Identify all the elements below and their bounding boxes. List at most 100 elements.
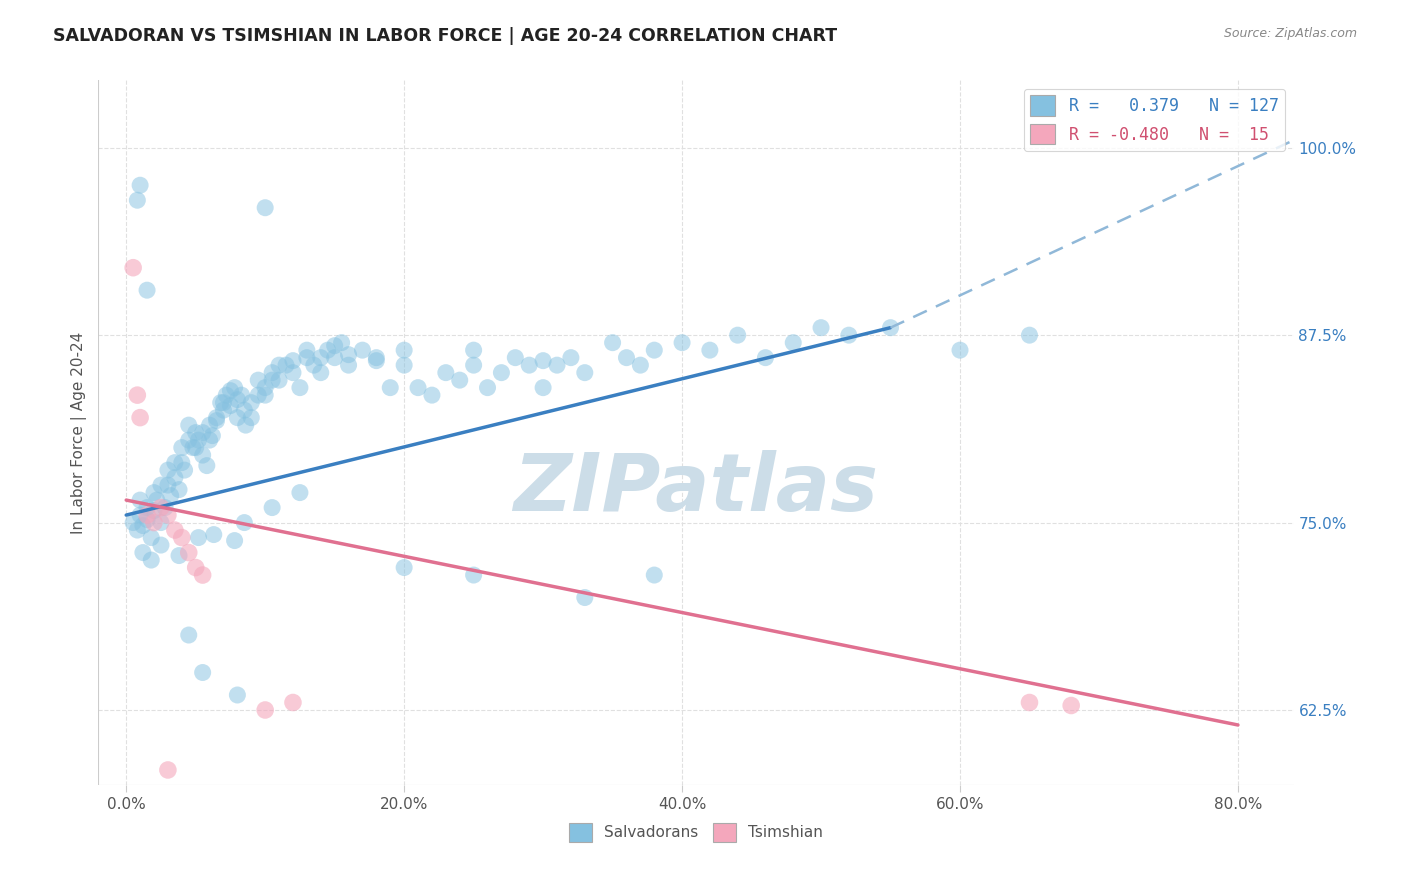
Point bbox=[224, 533, 246, 548]
Point bbox=[127, 193, 149, 207]
Point bbox=[366, 351, 388, 365]
Point bbox=[231, 388, 253, 402]
Point bbox=[330, 335, 353, 350]
Point bbox=[170, 456, 193, 470]
Point bbox=[337, 348, 360, 362]
Point bbox=[184, 441, 207, 455]
Point bbox=[233, 516, 256, 530]
Point bbox=[463, 358, 485, 372]
Point bbox=[156, 478, 179, 492]
Point bbox=[167, 483, 190, 497]
Point bbox=[1018, 696, 1040, 710]
Point bbox=[602, 335, 624, 350]
Point bbox=[531, 353, 554, 368]
Point bbox=[136, 508, 159, 522]
Point bbox=[392, 358, 415, 372]
Point bbox=[288, 485, 311, 500]
Point bbox=[198, 418, 221, 433]
Point bbox=[754, 351, 776, 365]
Point bbox=[209, 395, 232, 409]
Point bbox=[352, 343, 374, 358]
Point bbox=[288, 381, 311, 395]
Point bbox=[170, 531, 193, 545]
Point bbox=[146, 493, 169, 508]
Point bbox=[181, 441, 204, 455]
Point bbox=[323, 339, 346, 353]
Point bbox=[254, 703, 277, 717]
Point bbox=[254, 201, 277, 215]
Point bbox=[267, 358, 290, 372]
Point bbox=[212, 395, 235, 409]
Point bbox=[392, 343, 415, 358]
Point bbox=[129, 410, 152, 425]
Point bbox=[262, 366, 284, 380]
Point bbox=[191, 448, 214, 462]
Point bbox=[156, 763, 179, 777]
Point bbox=[463, 343, 485, 358]
Point bbox=[235, 418, 257, 433]
Point bbox=[141, 553, 163, 567]
Point bbox=[267, 373, 290, 387]
Point bbox=[136, 500, 159, 515]
Point bbox=[205, 410, 228, 425]
Point bbox=[477, 381, 499, 395]
Point bbox=[198, 433, 221, 447]
Point bbox=[643, 568, 665, 582]
Point bbox=[143, 503, 166, 517]
Point bbox=[184, 560, 207, 574]
Point bbox=[136, 512, 159, 526]
Point bbox=[191, 425, 214, 440]
Point bbox=[201, 428, 224, 442]
Point bbox=[205, 414, 228, 428]
Point bbox=[643, 343, 665, 358]
Point bbox=[449, 373, 471, 387]
Point bbox=[262, 500, 284, 515]
Point bbox=[129, 493, 152, 508]
Point bbox=[463, 568, 485, 582]
Point bbox=[574, 366, 596, 380]
Point bbox=[149, 538, 172, 552]
Point bbox=[202, 527, 225, 541]
Point bbox=[420, 388, 443, 402]
Point bbox=[143, 485, 166, 500]
Point bbox=[309, 366, 332, 380]
Point bbox=[517, 358, 540, 372]
Point bbox=[782, 335, 804, 350]
Point bbox=[143, 793, 166, 807]
Point bbox=[560, 351, 582, 365]
Point bbox=[274, 358, 297, 372]
Point bbox=[302, 358, 325, 372]
Point bbox=[149, 516, 172, 530]
Point bbox=[187, 433, 209, 447]
Text: ZIPatlas: ZIPatlas bbox=[513, 450, 879, 528]
Point bbox=[136, 283, 159, 297]
Point bbox=[191, 665, 214, 680]
Point bbox=[240, 410, 263, 425]
Point bbox=[838, 328, 860, 343]
Point bbox=[187, 531, 209, 545]
Point bbox=[122, 516, 145, 530]
Point bbox=[141, 531, 163, 545]
Point bbox=[879, 320, 901, 334]
Point bbox=[281, 696, 304, 710]
Point bbox=[177, 628, 200, 642]
Point bbox=[727, 328, 749, 343]
Point bbox=[212, 403, 235, 417]
Point bbox=[219, 399, 242, 413]
Point bbox=[247, 373, 270, 387]
Point bbox=[163, 523, 186, 537]
Text: Source: ZipAtlas.com: Source: ZipAtlas.com bbox=[1223, 27, 1357, 40]
Point bbox=[323, 351, 346, 365]
Point bbox=[191, 568, 214, 582]
Point bbox=[531, 381, 554, 395]
Point bbox=[159, 489, 181, 503]
Point bbox=[628, 358, 651, 372]
Point bbox=[254, 388, 277, 402]
Point bbox=[132, 545, 155, 559]
Point bbox=[380, 381, 402, 395]
Point bbox=[699, 343, 721, 358]
Point bbox=[240, 395, 263, 409]
Point bbox=[132, 518, 155, 533]
Point bbox=[224, 381, 246, 395]
Point bbox=[505, 351, 527, 365]
